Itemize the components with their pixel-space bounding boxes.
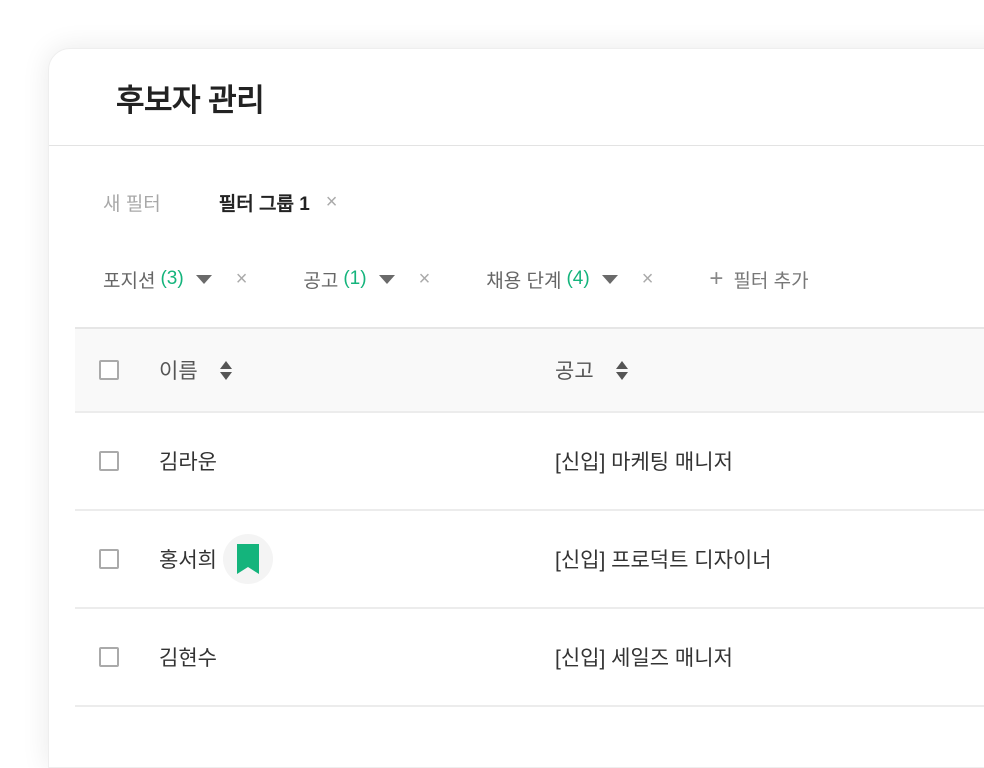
table-row[interactable]: 김라운 [신입] 마케팅 매니저 <box>75 413 984 511</box>
row-checkbox[interactable] <box>99 549 119 569</box>
page-title: 후보자 관리 <box>116 82 265 118</box>
column-job[interactable]: 공고 <box>555 360 594 383</box>
table-row[interactable]: 홍서희 [신입] 프로덕트 디자이너 <box>75 511 984 609</box>
filter-count: (3) <box>160 268 184 289</box>
close-icon[interactable]: × <box>418 267 431 290</box>
candidate-name[interactable]: 김현수 <box>159 647 217 670</box>
bookmark-button[interactable] <box>222 534 273 584</box>
sort-icon[interactable] <box>615 360 628 380</box>
bookmark-icon <box>236 544 259 574</box>
filter-hiring-stage[interactable]: 채용 단계 (4) × <box>486 266 653 293</box>
filter-bar: 포지션 (3) × 공고 (1) × 채용 단계 (4) × + 필터 추가 <box>103 265 809 293</box>
candidate-name[interactable]: 홍서희 <box>159 549 217 572</box>
job-posting: [신입] 마케팅 매니저 <box>555 451 733 474</box>
filter-label: 포지션 <box>103 270 156 292</box>
row-checkbox[interactable] <box>99 647 119 667</box>
close-icon[interactable]: × <box>641 267 654 290</box>
filter-label: 공고 <box>303 270 339 292</box>
table-row[interactable]: 김현수 [신입] 세일즈 매니저 <box>75 609 984 707</box>
caret-down-icon[interactable] <box>601 274 618 284</box>
sort-icon[interactable] <box>219 360 232 380</box>
close-icon[interactable]: × <box>325 191 338 213</box>
row-checkbox[interactable] <box>99 451 119 471</box>
caret-down-icon[interactable] <box>195 274 212 284</box>
filter-group-tab[interactable]: 필터 그룹 1 <box>218 194 310 215</box>
job-posting: [신입] 프로덕트 디자이너 <box>555 549 772 572</box>
table-header: 이름 공고 <box>75 327 984 413</box>
filter-label: 채용 단계 <box>486 270 562 292</box>
job-posting: [신입] 세일즈 매니저 <box>555 647 733 670</box>
candidate-name[interactable]: 김라운 <box>159 451 217 474</box>
filter-count: (4) <box>566 268 590 289</box>
filter-count: (1) <box>343 268 367 289</box>
add-filter-button[interactable]: + 필터 추가 <box>709 265 808 293</box>
new-filter-tab[interactable]: 새 필터 <box>103 194 161 215</box>
plus-icon: + <box>709 265 724 292</box>
column-name[interactable]: 이름 <box>159 360 198 383</box>
filter-position[interactable]: 포지션 (3) × <box>103 266 247 293</box>
caret-down-icon[interactable] <box>378 274 395 284</box>
close-icon[interactable]: × <box>235 267 248 290</box>
panel-header: 후보자 관리 <box>49 49 984 146</box>
filter-groups: 새 필터 필터 그룹 1 × <box>103 189 337 216</box>
filter-job-posting[interactable]: 공고 (1) × <box>303 266 430 293</box>
select-all-checkbox[interactable] <box>99 360 119 380</box>
add-filter-label: 필터 추가 <box>733 270 809 292</box>
candidate-management-panel: 후보자 관리 새 필터 필터 그룹 1 × 포지션 (3) × 공고 (1) × 채… <box>48 48 984 768</box>
candidate-table: 이름 공고 김라운 [신입] 마케팅 매니저 홍서희 [신입] 프로덕트 디자이… <box>75 327 984 707</box>
